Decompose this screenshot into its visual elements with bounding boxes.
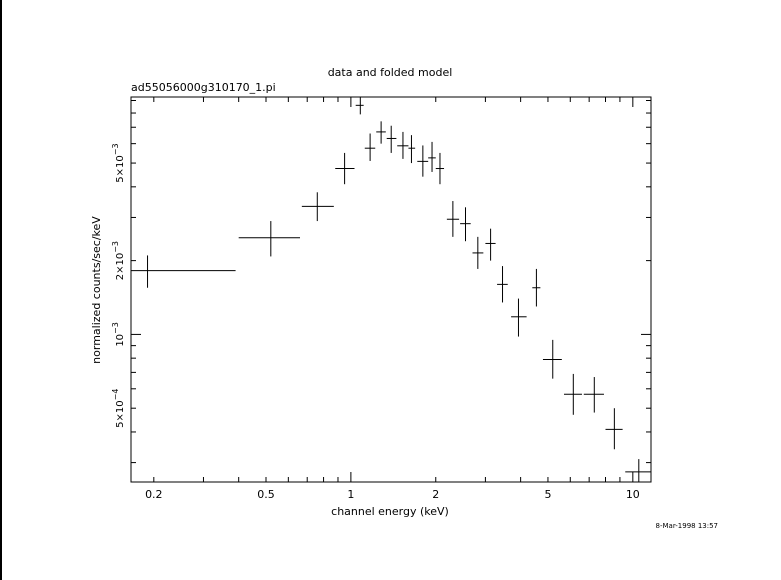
data-point: [238, 221, 301, 257]
data-point: [417, 145, 429, 177]
data-point: [386, 125, 397, 153]
plot-frame: [130, 96, 652, 483]
data-point: [446, 201, 460, 237]
y-tick-label: 2×10−3: [111, 241, 126, 280]
x-tick-label: 2: [432, 488, 439, 501]
data-point: [485, 228, 496, 261]
data-point: [355, 97, 364, 115]
data-point: [542, 339, 562, 379]
chart-subtitle: ad55056000g310170_1.pi: [131, 81, 276, 94]
data-point: [605, 408, 623, 450]
x-axis-label: channel energy (keV): [331, 505, 449, 518]
data-point: [376, 121, 386, 144]
data-point: [301, 192, 334, 222]
data-point: [428, 141, 436, 172]
y-tick-labels: 5×10−4 10−3 2×10−3 5×10−3: [111, 143, 126, 427]
x-tick-label: 1: [347, 488, 354, 501]
data-point: [511, 298, 527, 337]
x-tick-label: 10: [626, 488, 640, 501]
x-tick-label: 0.2: [145, 488, 163, 501]
y-tick-label: 5×10−3: [111, 143, 126, 182]
timestamp: 8-Mar-1998 13:57: [656, 522, 718, 530]
data-points: [131, 97, 651, 482]
data-point: [532, 268, 541, 307]
data-point: [460, 207, 471, 242]
data-point: [583, 377, 604, 413]
data-point: [435, 152, 445, 185]
x-tick-labels: 0.2 0.5 1 2 5 10: [145, 488, 640, 501]
data-point: [397, 131, 409, 159]
y-tick-label: 5×10−4: [111, 389, 126, 428]
x-tick-label: 0.5: [257, 488, 275, 501]
y-tick-label: 10−3: [111, 322, 126, 347]
data-point: [472, 236, 484, 269]
data-point: [497, 266, 508, 303]
data-point: [364, 133, 376, 161]
x-tick-label: 5: [544, 488, 551, 501]
window-left-border: [0, 0, 2, 580]
data-point: [335, 152, 355, 185]
data-point: [408, 135, 416, 164]
data-point: [131, 255, 236, 288]
data-point: [625, 459, 651, 482]
axis-ticks: [131, 97, 651, 482]
chart-title: data and folded model: [328, 66, 453, 79]
data-point: [563, 373, 582, 415]
y-axis-label: normalized counts/sec/keV: [90, 216, 103, 364]
